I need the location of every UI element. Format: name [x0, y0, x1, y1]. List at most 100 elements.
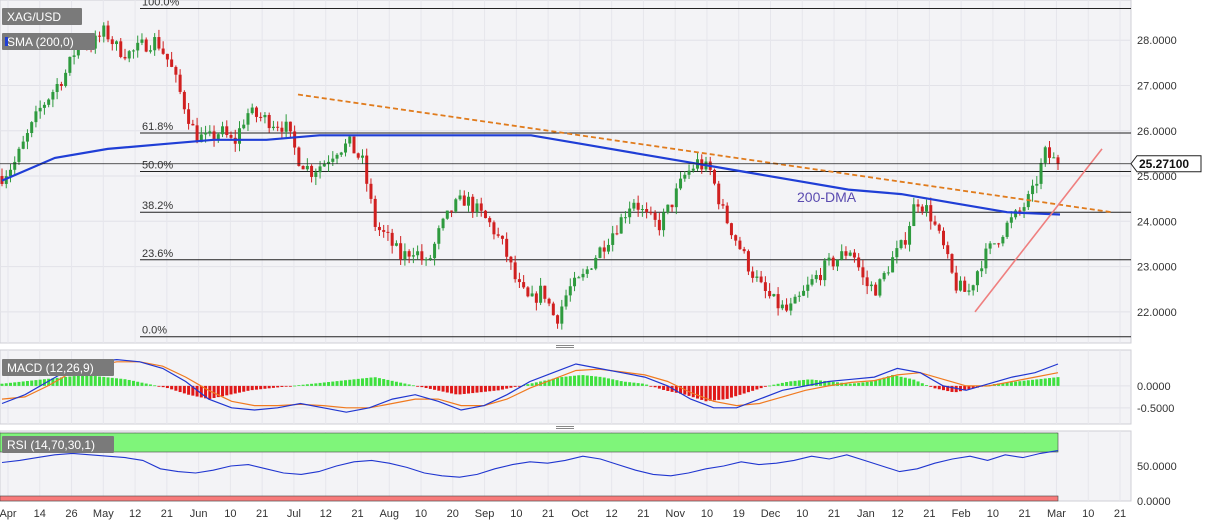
macd-histogram-bar	[488, 385, 492, 392]
candle-body	[517, 279, 521, 283]
macd-histogram-bar	[878, 378, 882, 386]
fib-level-label: 38.2%	[142, 200, 173, 212]
time-tick-label: Apr	[0, 508, 17, 520]
macd-histogram-bar	[25, 381, 29, 386]
candle-body	[886, 272, 890, 274]
candle-body	[102, 25, 106, 37]
macd-histogram-bar	[594, 376, 598, 386]
macd-histogram-bar	[645, 384, 649, 386]
macd-histogram-bar	[712, 385, 716, 401]
candle-body	[119, 41, 123, 57]
candle-body	[475, 203, 479, 213]
candle-body	[653, 212, 657, 220]
candle-body	[458, 195, 462, 200]
macd-histogram-bar	[8, 382, 12, 386]
candle-body	[365, 155, 369, 184]
macd-signal-line	[1, 361, 1059, 409]
macd-histogram-bar	[636, 383, 640, 386]
time-tick-label: 26	[65, 508, 77, 520]
candle-body	[479, 203, 483, 211]
candle-body	[551, 303, 555, 316]
candle-body	[237, 128, 241, 144]
candle-body	[136, 42, 140, 51]
candle-body	[318, 166, 322, 173]
candle-body	[148, 50, 152, 52]
candle-body	[8, 169, 12, 177]
candle-body	[657, 219, 661, 231]
candle-body	[297, 147, 301, 166]
macd-histogram-bar	[327, 382, 331, 386]
candle-body	[577, 277, 581, 279]
macd-histogram-bar	[182, 385, 186, 394]
macd-histogram-bar	[445, 385, 449, 393]
macd-histogram-bar	[564, 376, 568, 386]
candle-body	[450, 210, 454, 212]
candle-body	[564, 295, 568, 307]
candle-body	[416, 251, 420, 256]
macd-histogram-bar	[551, 378, 555, 386]
candle-body	[958, 280, 962, 291]
candle-body	[195, 125, 199, 143]
macd-histogram-bar	[93, 376, 97, 386]
candle-body	[1052, 157, 1056, 159]
macd-histogram-bar	[505, 385, 509, 389]
candle-body	[971, 285, 975, 291]
candle-body	[441, 218, 445, 229]
candle-body	[1005, 222, 1009, 237]
candle-body	[288, 121, 292, 132]
macd-histogram-bar	[237, 385, 241, 393]
macd-histogram-bar	[543, 380, 547, 386]
macd-histogram-bar	[857, 382, 861, 386]
candle-body	[759, 276, 763, 283]
candle-body	[127, 51, 131, 59]
candle-body	[445, 210, 449, 219]
macd-histogram-bar	[310, 383, 314, 386]
macd-histogram-bar	[1031, 379, 1035, 386]
macd-histogram-bar	[810, 379, 814, 386]
macd-histogram-bar	[640, 383, 644, 386]
candle-body	[802, 290, 806, 296]
macd-histogram-bar	[763, 385, 767, 387]
macd-histogram-bar	[356, 378, 360, 386]
candle-body	[772, 294, 776, 297]
candle-body	[967, 290, 971, 292]
time-tick-label: Mar	[1047, 508, 1066, 520]
candle-body	[263, 114, 267, 118]
macd-histogram-bar	[373, 377, 377, 386]
macd-histogram-bar	[123, 379, 127, 386]
candle-body	[679, 178, 683, 189]
macd-histogram-bar	[254, 385, 258, 390]
macd-histogram-bar	[47, 378, 51, 386]
candle-body	[115, 41, 119, 45]
time-tick-label: 10	[701, 508, 713, 520]
macd-histogram-bar	[479, 385, 483, 393]
candle-body	[823, 260, 827, 281]
macd-histogram-bar	[886, 376, 890, 386]
candle-body	[505, 238, 509, 257]
time-tick-label: 21	[256, 508, 268, 520]
macd-histogram-bar	[293, 385, 297, 387]
candle-body	[377, 226, 381, 231]
candle-body	[666, 204, 670, 213]
macd-histogram-bar	[471, 385, 475, 394]
time-tick-label: Feb	[952, 508, 971, 520]
candle-body	[221, 126, 225, 135]
candle-body	[496, 234, 500, 236]
macd-histogram-bar	[941, 385, 945, 391]
macd-histogram-bar	[17, 381, 21, 386]
macd-histogram-bar	[615, 380, 619, 386]
macd-histogram-bar	[1052, 377, 1056, 386]
macd-histogram-bar	[649, 385, 653, 387]
price-tick-label: 25.0000	[1137, 171, 1177, 183]
time-tick-label: 21	[1019, 508, 1031, 520]
candle-body	[946, 245, 950, 255]
macd-histogram-bar	[475, 385, 479, 393]
candle-body	[428, 258, 432, 260]
macd-histogram-bar	[530, 383, 534, 386]
time-tick-label: 12	[129, 508, 141, 520]
macd-histogram-bar	[920, 383, 924, 386]
macd-histogram-bar	[776, 383, 780, 386]
candle-body	[488, 218, 492, 223]
candle-body	[51, 92, 55, 100]
